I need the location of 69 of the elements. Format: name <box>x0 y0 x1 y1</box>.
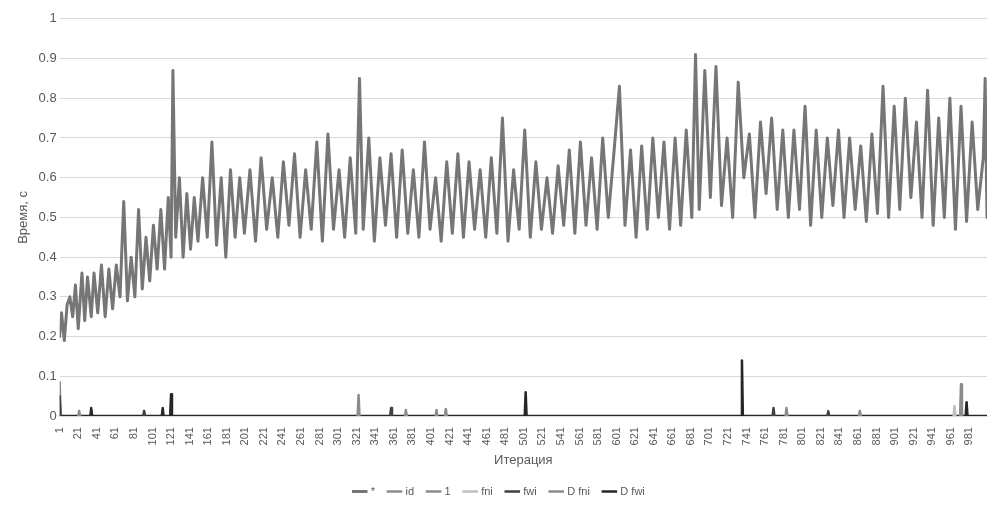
legend-label: D fwi <box>620 484 645 497</box>
y-tick-label: 0.6 <box>38 169 57 185</box>
x-tick-label: 581 <box>591 427 604 446</box>
x-tick-label: 381 <box>405 427 418 446</box>
x-tick-label: 341 <box>368 427 381 446</box>
x-tick-label: 261 <box>294 427 307 446</box>
y-tick-label: 0.4 <box>38 248 57 264</box>
x-tick-label: 781 <box>776 427 789 446</box>
x-tick-label: 461 <box>479 427 492 446</box>
y-tick-label: 0.3 <box>38 288 57 304</box>
x-tick-label: 561 <box>572 427 585 446</box>
x-tick-label: 81 <box>126 427 139 440</box>
legend-label: D fni <box>567 484 590 497</box>
y-axis-title: Время, с <box>15 190 31 244</box>
x-tick-label: 141 <box>182 427 195 446</box>
x-tick-label: 701 <box>702 427 715 446</box>
x-tick-label: 441 <box>461 427 474 446</box>
x-tick-label: 821 <box>813 427 826 446</box>
x-tick-label: 301 <box>331 427 344 446</box>
x-tick-label: 501 <box>516 427 529 446</box>
x-tick-label: 281 <box>312 427 325 446</box>
y-tick-label: 0.2 <box>38 328 57 344</box>
x-tick-label: 621 <box>628 427 641 446</box>
x-tick-label: 521 <box>535 427 548 446</box>
y-tick-label: 0.1 <box>38 367 57 383</box>
x-tick-label: 401 <box>424 427 437 446</box>
y-tick-label: 0.9 <box>38 50 57 66</box>
x-tick-label: 481 <box>498 427 511 446</box>
x-tick-label: 421 <box>442 427 455 446</box>
x-tick-label: 361 <box>386 427 399 446</box>
y-tick-label: 1 <box>49 10 57 26</box>
x-tick-label: 41 <box>89 427 102 440</box>
x-tick-label: 741 <box>739 427 752 446</box>
x-tick-label: 801 <box>795 427 808 446</box>
x-tick-label: 981 <box>962 427 975 446</box>
x-tick-label: 241 <box>275 427 288 446</box>
x-tick-label: 901 <box>888 427 901 446</box>
y-tick-label: 0.7 <box>38 129 57 145</box>
x-tick-label: 961 <box>943 427 956 446</box>
y-tick-label: 0.8 <box>38 89 57 105</box>
x-tick-label: 121 <box>164 427 177 446</box>
x-tick-label: 601 <box>609 427 622 446</box>
x-tick-label: 101 <box>145 427 158 446</box>
x-tick-label: 681 <box>683 427 696 446</box>
legend-label: id <box>405 484 415 497</box>
x-tick-label: 881 <box>869 427 882 446</box>
x-tick-label: 721 <box>721 427 734 446</box>
x-axis-title: Итерация <box>494 451 553 467</box>
x-tick-label: 221 <box>256 427 269 446</box>
x-tick-label: 921 <box>906 427 919 446</box>
x-tick-label: 181 <box>219 427 232 446</box>
x-tick-label: 201 <box>238 427 251 446</box>
legend-label: fwi <box>523 484 537 497</box>
x-tick-label: 861 <box>851 427 863 446</box>
x-tick-label: 161 <box>201 427 214 446</box>
legend-label: 1 <box>444 484 451 497</box>
x-tick-label: 841 <box>832 427 845 446</box>
x-tick-label: 661 <box>665 427 678 446</box>
legend-label: fni <box>481 484 493 497</box>
x-tick-label: 641 <box>646 427 659 446</box>
legend-label: * <box>370 484 376 497</box>
x-tick-label: 761 <box>758 427 771 446</box>
x-tick-label: 541 <box>553 427 566 446</box>
y-tick-label: 0 <box>49 407 57 423</box>
x-tick-label: 61 <box>108 427 121 440</box>
x-tick-label: 941 <box>925 427 938 446</box>
x-tick-label: 321 <box>349 427 362 446</box>
y-tick-label: 0.5 <box>38 209 57 224</box>
x-tick-label: 21 <box>71 427 84 440</box>
